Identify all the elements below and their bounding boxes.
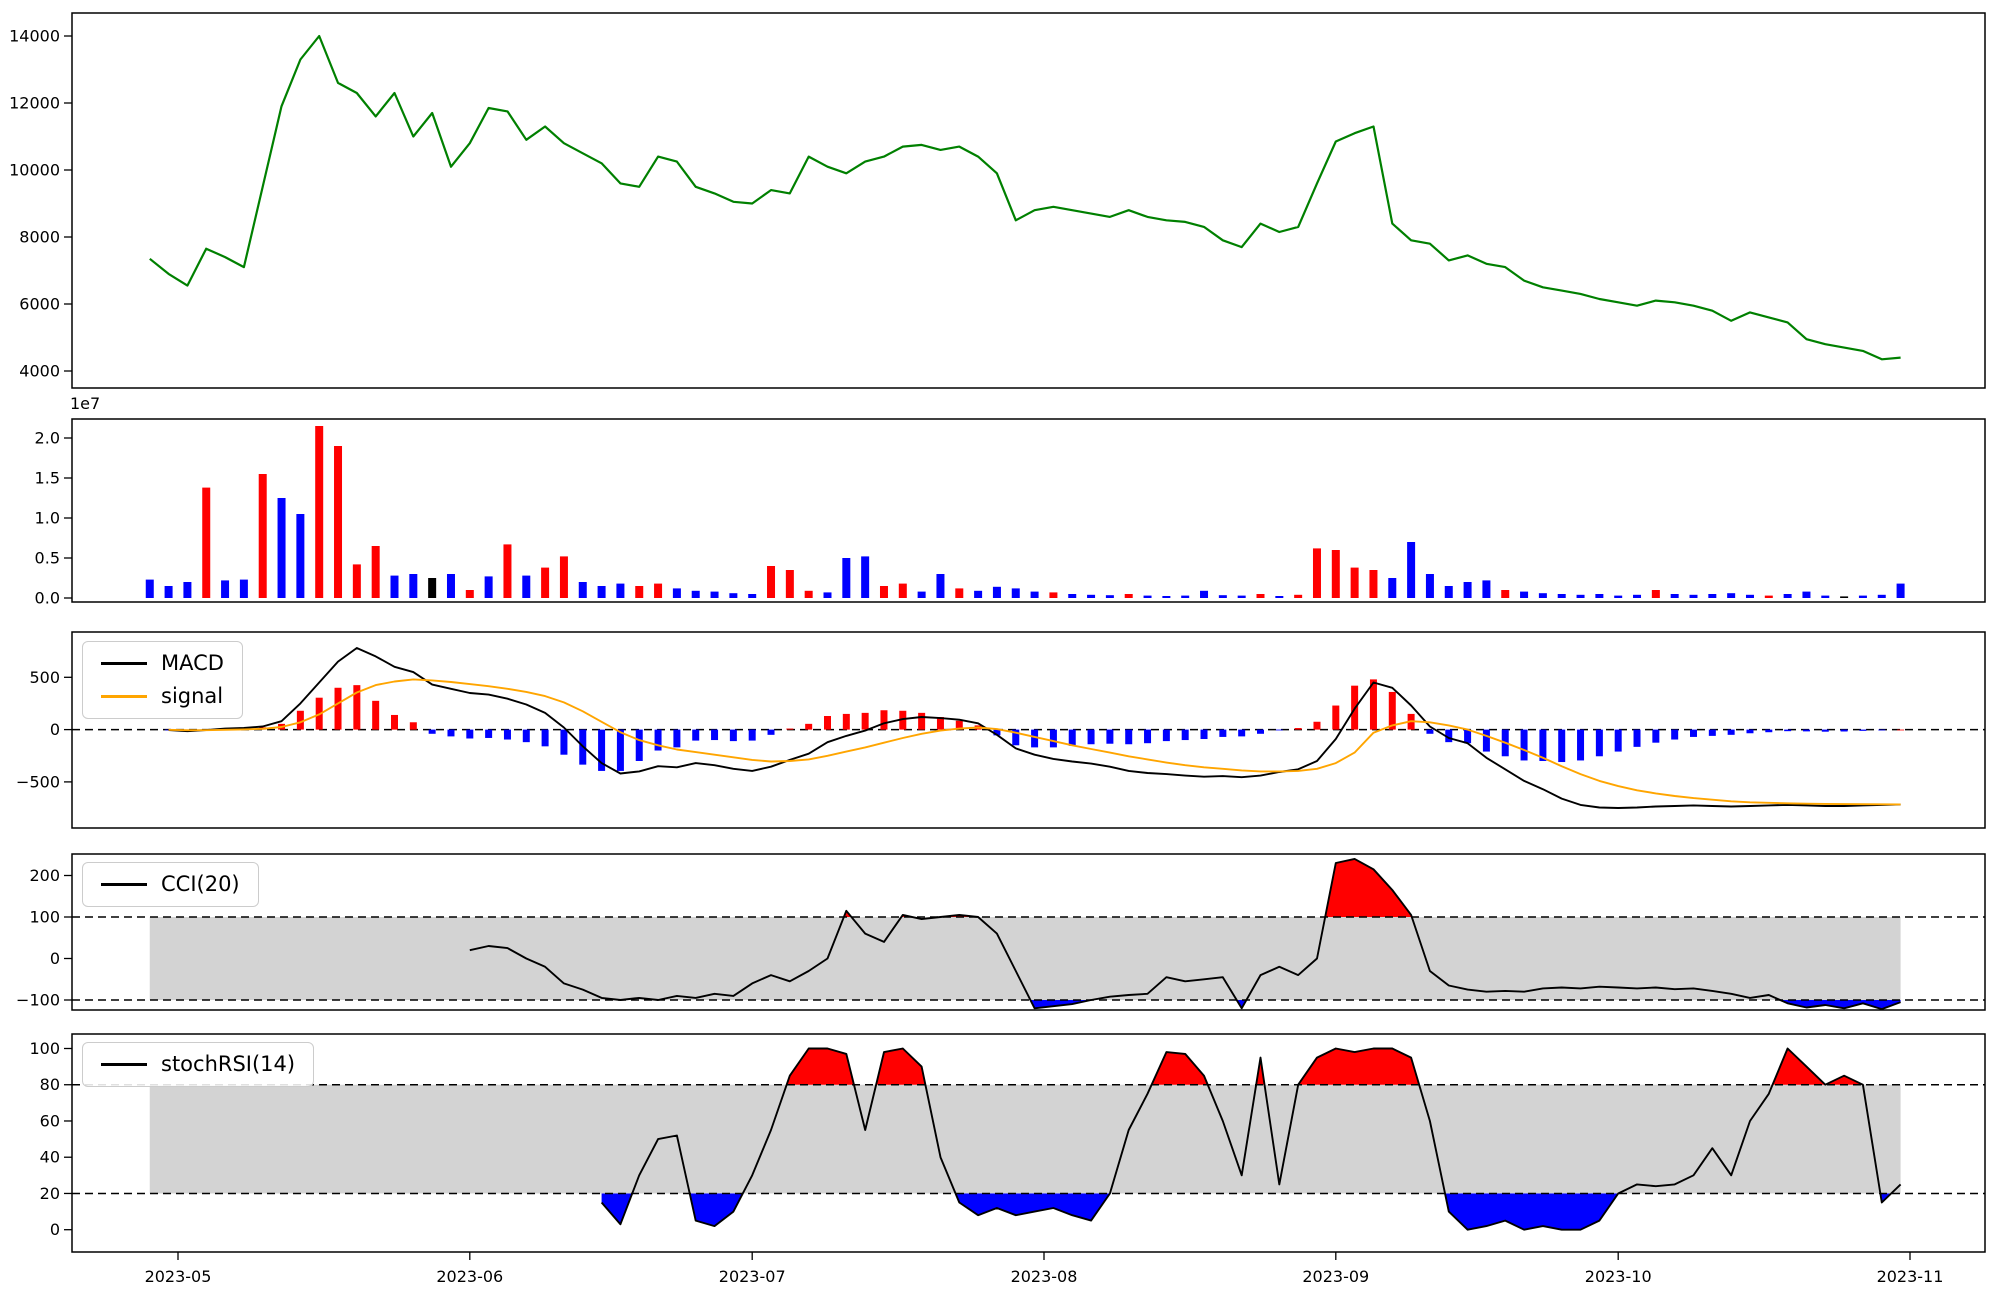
volume-panel: 0.0 0.5 1.0 1.5 2.0 [35,418,1986,608]
svg-text:0: 0 [50,949,60,968]
macd-legend-label: MACD [161,651,224,675]
svg-text:10000: 10000 [9,161,60,180]
svg-text:0.5: 0.5 [35,549,60,568]
cci-legend-item: CCI(20) [101,872,240,897]
svg-text:0.0: 0.0 [35,589,60,608]
svg-text:12000: 12000 [9,94,60,113]
signal-line-swatch [101,695,147,699]
signal-legend-item: signal [101,684,224,709]
svg-text:14000: 14000 [9,27,60,46]
macd-legend-item: MACD [101,651,224,676]
volume-axis-offset-label: 1e7 [70,394,101,413]
stochrsi-legend: stochRSI(14) [82,1042,315,1088]
svg-text:60: 60 [40,1111,60,1130]
svg-text:100: 100 [29,1039,60,1058]
stochrsi-legend-item: stochRSI(14) [101,1052,295,1077]
x-axis: 2023-05 2023-06 2023-07 2023-08 2023-09 2023-… [145,1252,1944,1286]
price-panel: 4000 6000 8000 10000 12000 14000 [9,12,1986,389]
svg-text:100: 100 [29,908,60,927]
macd-legend: MACD signal [82,641,243,720]
svg-text:80: 80 [40,1075,60,1094]
svg-text:200: 200 [29,866,60,885]
cci-legend: CCI(20) [82,862,259,908]
svg-text:2023-09: 2023-09 [1302,1267,1369,1286]
svg-text:20: 20 [40,1184,60,1203]
svg-text:2023-10: 2023-10 [1585,1267,1652,1286]
svg-text:4000: 4000 [19,362,60,381]
svg-text:40: 40 [40,1148,60,1167]
svg-text:8000: 8000 [19,228,60,247]
macd-panel: −500 0 500 [16,631,1986,829]
svg-text:−100: −100 [16,991,60,1010]
cci-legend-label: CCI(20) [161,872,240,896]
svg-text:2.0: 2.0 [35,429,60,448]
stochrsi-line-swatch [101,1063,147,1067]
svg-text:6000: 6000 [19,295,60,314]
svg-text:2023-08: 2023-08 [1011,1267,1078,1286]
svg-text:2023-06: 2023-06 [436,1267,503,1286]
svg-text:0: 0 [50,720,60,739]
stochrsi-panel: 0 20 40 60 80 100 [29,1033,1986,1253]
macd-line-swatch [101,662,147,666]
svg-text:500: 500 [29,668,60,687]
signal-legend-label: signal [161,684,224,709]
svg-text:0: 0 [50,1220,60,1239]
svg-text:2023-05: 2023-05 [145,1267,212,1286]
svg-text:2023-07: 2023-07 [719,1267,786,1286]
cci-panel: −100 0 100 200 [16,853,1986,1011]
cci-line-swatch [101,883,147,887]
svg-text:−500: −500 [16,772,60,791]
svg-text:2023-11: 2023-11 [1877,1267,1944,1286]
svg-text:1.5: 1.5 [35,469,60,488]
stochrsi-legend-label: stochRSI(14) [161,1052,296,1076]
svg-text:1.0: 1.0 [35,509,60,528]
